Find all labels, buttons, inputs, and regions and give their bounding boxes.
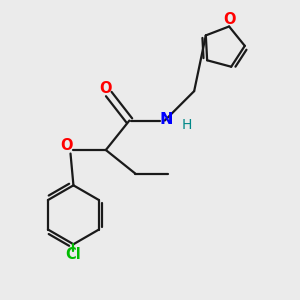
- Text: O: O: [223, 12, 235, 27]
- Text: O: O: [60, 138, 72, 153]
- Text: O: O: [100, 81, 112, 96]
- Text: N: N: [159, 112, 173, 127]
- Text: Cl: Cl: [66, 247, 81, 262]
- Text: H: H: [182, 118, 192, 132]
